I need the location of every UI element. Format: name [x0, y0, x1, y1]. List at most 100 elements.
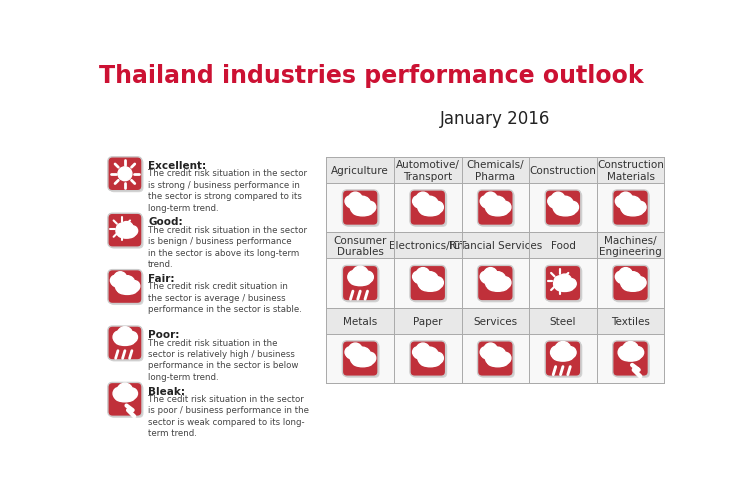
Ellipse shape [488, 283, 508, 292]
Circle shape [126, 332, 137, 343]
Ellipse shape [118, 287, 137, 295]
Bar [462, 334, 529, 384]
Ellipse shape [623, 283, 643, 292]
Ellipse shape [620, 353, 641, 361]
Circle shape [559, 197, 569, 206]
Text: Bleak:: Bleak: [149, 386, 185, 396]
Circle shape [424, 197, 434, 206]
FancyBboxPatch shape [547, 343, 582, 378]
FancyBboxPatch shape [108, 214, 142, 248]
Circle shape [345, 347, 356, 358]
Ellipse shape [420, 283, 440, 292]
Bar [529, 334, 597, 384]
Circle shape [480, 196, 491, 207]
Circle shape [113, 331, 126, 344]
Bar [529, 184, 597, 233]
Circle shape [361, 272, 373, 283]
Circle shape [634, 202, 646, 214]
Circle shape [418, 276, 431, 289]
Ellipse shape [415, 352, 432, 360]
Bar [327, 308, 394, 334]
Bar [394, 308, 462, 334]
Circle shape [353, 266, 368, 282]
Ellipse shape [488, 208, 508, 216]
Circle shape [418, 201, 431, 214]
Circle shape [551, 193, 565, 206]
Circle shape [117, 224, 127, 235]
Circle shape [416, 343, 429, 357]
Bar [327, 157, 394, 184]
Text: Metals: Metals [343, 316, 378, 326]
Circle shape [632, 347, 644, 359]
Bar [529, 157, 597, 184]
Bar [462, 308, 529, 334]
Ellipse shape [482, 202, 499, 209]
Circle shape [115, 280, 128, 293]
Circle shape [625, 197, 641, 213]
Circle shape [120, 222, 133, 236]
Circle shape [412, 272, 423, 283]
Bar [327, 184, 394, 233]
Circle shape [128, 227, 137, 236]
Circle shape [490, 348, 505, 363]
FancyBboxPatch shape [614, 267, 650, 303]
Ellipse shape [420, 359, 440, 367]
Text: Steel: Steel [550, 316, 576, 326]
Circle shape [554, 276, 565, 288]
Circle shape [500, 352, 511, 364]
Circle shape [484, 193, 497, 206]
FancyBboxPatch shape [545, 266, 581, 301]
Text: Poor:: Poor: [149, 329, 180, 339]
Circle shape [486, 276, 499, 289]
Text: Construction
Materials: Construction Materials [597, 160, 664, 181]
Circle shape [500, 277, 511, 289]
Circle shape [480, 347, 491, 358]
Bar [462, 259, 529, 308]
Text: Excellent:: Excellent: [149, 161, 206, 170]
Circle shape [567, 202, 579, 214]
Circle shape [432, 202, 443, 214]
FancyBboxPatch shape [344, 192, 380, 228]
Circle shape [555, 342, 571, 358]
Circle shape [349, 343, 362, 357]
Circle shape [116, 226, 127, 237]
FancyBboxPatch shape [613, 266, 648, 301]
Circle shape [548, 196, 559, 207]
FancyBboxPatch shape [109, 216, 143, 249]
Ellipse shape [482, 352, 499, 360]
FancyBboxPatch shape [412, 192, 447, 228]
Circle shape [118, 327, 132, 342]
Circle shape [432, 352, 443, 364]
Circle shape [432, 277, 443, 289]
Circle shape [621, 276, 634, 289]
Circle shape [350, 201, 364, 214]
Ellipse shape [556, 284, 573, 292]
FancyBboxPatch shape [613, 341, 648, 376]
FancyBboxPatch shape [344, 267, 380, 303]
Bar [327, 233, 394, 259]
Circle shape [500, 202, 511, 214]
Circle shape [355, 348, 371, 363]
Ellipse shape [415, 277, 432, 284]
Ellipse shape [347, 202, 364, 209]
FancyBboxPatch shape [477, 341, 513, 376]
Circle shape [118, 168, 132, 181]
Circle shape [357, 197, 367, 206]
Circle shape [566, 279, 576, 289]
Circle shape [424, 272, 434, 282]
Circle shape [349, 193, 362, 206]
Circle shape [120, 276, 135, 291]
Circle shape [422, 272, 438, 288]
Text: Services: Services [473, 316, 517, 326]
Circle shape [480, 272, 491, 283]
FancyBboxPatch shape [477, 191, 513, 226]
Bar [462, 157, 529, 184]
FancyBboxPatch shape [614, 343, 650, 378]
Ellipse shape [482, 277, 499, 284]
Circle shape [491, 197, 502, 206]
Circle shape [554, 278, 565, 290]
Text: Automotive/
Transport: Automotive/ Transport [396, 160, 460, 181]
Circle shape [113, 387, 126, 400]
FancyBboxPatch shape [412, 267, 447, 303]
FancyBboxPatch shape [342, 191, 378, 226]
